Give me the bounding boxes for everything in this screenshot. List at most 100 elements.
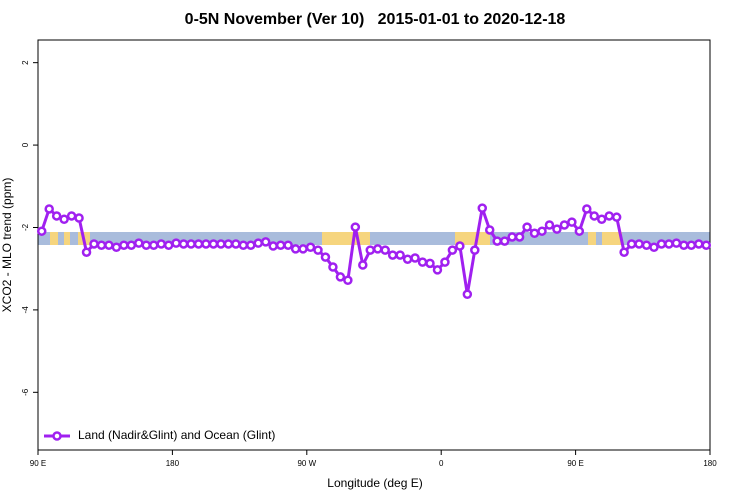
- data-point: [51, 211, 62, 221]
- data-point: [701, 240, 712, 250]
- data-point: [626, 239, 637, 249]
- y-axis-label: XCO2 - MLO trend (ppm): [0, 178, 14, 313]
- data-point: [425, 258, 435, 269]
- data-point: [223, 239, 234, 249]
- legend-label: Land (Nadir&Glint) and Ocean (Glint): [78, 428, 275, 442]
- data-point: [604, 211, 614, 221]
- data-point: [208, 239, 219, 249]
- data-point: [432, 265, 443, 275]
- data-point: [365, 245, 376, 255]
- data-point: [664, 239, 674, 249]
- data-point: [589, 211, 600, 221]
- data-point: [596, 214, 607, 224]
- data-point: [320, 252, 331, 262]
- data-point: [574, 226, 585, 236]
- y-tick-label: -4: [21, 306, 30, 314]
- data-point: [567, 217, 577, 227]
- data-point: [111, 242, 122, 253]
- x-axis-label: Longitude (deg E): [327, 476, 422, 490]
- data-point: [537, 226, 547, 236]
- data-point: [417, 257, 428, 267]
- data-point: [328, 262, 338, 272]
- data-point: [492, 236, 502, 246]
- data-point: [171, 238, 181, 248]
- data-point: [343, 275, 353, 285]
- data-point: [126, 240, 137, 250]
- chart-title: 0-5N November (Ver 10) 2015-01-01 to 202…: [185, 11, 566, 28]
- data-point: [253, 238, 264, 248]
- y-tick-label: 0: [21, 142, 30, 147]
- data-point: [231, 239, 241, 249]
- data-point: [260, 237, 271, 247]
- data-point: [656, 239, 667, 249]
- data-point: [694, 239, 704, 249]
- data-point: [484, 225, 495, 235]
- data-point: [59, 214, 69, 224]
- data-point: [178, 239, 189, 249]
- data-point: [686, 240, 697, 250]
- data-point: [89, 239, 99, 249]
- data-point: [514, 232, 525, 242]
- data-point: [275, 240, 286, 250]
- y-tick-label: -6: [21, 388, 30, 396]
- data-point: [216, 239, 226, 249]
- data-point: [402, 254, 413, 264]
- data-point: [440, 257, 450, 267]
- data-point: [335, 272, 346, 282]
- data-point: [193, 239, 204, 249]
- data-point: [36, 226, 47, 236]
- data-point: [522, 222, 532, 232]
- data-point: [634, 239, 644, 249]
- data-point: [477, 203, 488, 213]
- data-point: [611, 212, 622, 222]
- data-point: [387, 250, 398, 260]
- data-point: [283, 240, 293, 250]
- y-tick-label: -2: [21, 223, 30, 231]
- data-point: [313, 245, 323, 255]
- x-tick-label: 90 E: [30, 459, 46, 468]
- data-point: [619, 247, 629, 257]
- x-tick-label: 90 W: [297, 459, 316, 468]
- data-point: [163, 240, 174, 250]
- data-point: [582, 204, 592, 214]
- data-point: [305, 242, 316, 253]
- data-point: [119, 240, 129, 250]
- data-point: [462, 289, 473, 299]
- data-point: [246, 240, 256, 250]
- data-point: [507, 232, 517, 242]
- data-point: [350, 222, 361, 232]
- data-point: [380, 245, 390, 255]
- data-point: [96, 240, 107, 250]
- data-point: [81, 247, 92, 257]
- legend-marker: [52, 431, 62, 441]
- data-point: [156, 239, 166, 249]
- data-point: [671, 238, 682, 248]
- data-point: [148, 240, 159, 250]
- data-point: [649, 242, 659, 253]
- data-point: [410, 253, 420, 263]
- x-tick-label: 90 E: [567, 459, 583, 468]
- data-point: [679, 240, 689, 250]
- data-point: [470, 245, 480, 255]
- data-point: [559, 220, 570, 230]
- data-point: [447, 245, 458, 255]
- data-point: [186, 239, 196, 249]
- data-point: [141, 240, 152, 250]
- x-tick-label: 180: [703, 459, 717, 468]
- data-point: [395, 250, 405, 260]
- data-point: [104, 240, 114, 250]
- data-point: [44, 204, 54, 214]
- data-point: [544, 220, 555, 230]
- y-tick-label: 2: [21, 60, 30, 65]
- data-point: [238, 240, 249, 250]
- x-tick-label: 0: [439, 459, 444, 468]
- data-point: [74, 213, 84, 223]
- data-point: [641, 240, 652, 250]
- data-point: [290, 244, 301, 254]
- data-point: [134, 238, 144, 248]
- data-point: [372, 244, 383, 254]
- data-point: [499, 236, 510, 246]
- data-point: [201, 239, 211, 249]
